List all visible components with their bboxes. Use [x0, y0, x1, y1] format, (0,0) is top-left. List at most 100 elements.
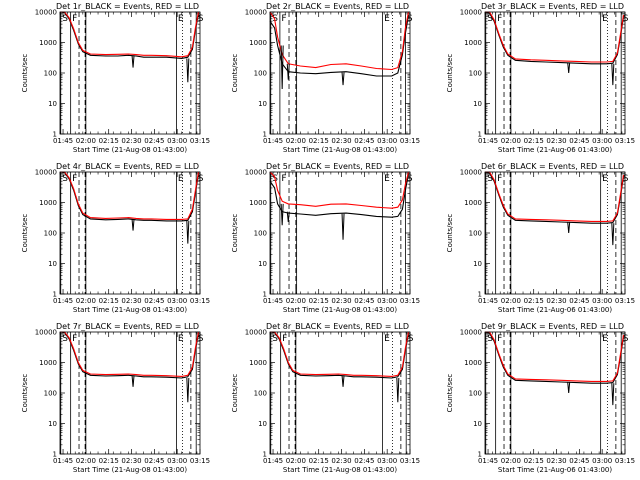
y-axis-label: Counts/sec [231, 374, 239, 413]
y-tick-label: 10000 [460, 329, 482, 337]
x-tick-label: 02:30 [121, 457, 141, 465]
x-tick-label: 01:45 [53, 457, 73, 465]
x-tick-label: 02:45 [354, 137, 374, 145]
marker-label: S [623, 334, 629, 344]
x-tick-label: 01:45 [263, 297, 283, 305]
x-tick-label: 03:00 [592, 297, 612, 305]
x-axis-label: Start Time (21-Aug-08 01:43:00) [73, 306, 187, 314]
y-minor-ticks [60, 333, 200, 446]
panel-title: Det 4r_BLACK = Events, RED = LLD [56, 162, 199, 171]
x-tick-label: 02:45 [569, 137, 589, 145]
marker-label: S [623, 174, 629, 184]
panel-title: Det 9r_BLACK = Events, RED = LLD [481, 322, 624, 331]
y-tick-label: 1 [263, 291, 267, 299]
marker-label: E [178, 174, 184, 184]
plot-frame [269, 331, 411, 455]
x-tick-label: 03:15 [400, 457, 420, 465]
marker-label: F [497, 14, 502, 24]
events-dip [280, 203, 284, 226]
x-tick-label: 03:15 [190, 297, 210, 305]
events-dip [286, 63, 290, 80]
x-axis-label: Start Time (21-Aug-08 01:43:00) [283, 306, 397, 314]
x-tick-label: 03:00 [377, 297, 397, 305]
plot-frame [484, 11, 626, 135]
panel-det-7: Det 7r_BLACK = Events, RED = LLD 1 10 100 10… [21, 322, 210, 474]
marker-label: S [198, 334, 204, 344]
marker-label: S [62, 14, 68, 24]
panel-det-5: Det 5r_BLACK = Events, RED = LLD 1 10 100 10… [231, 162, 420, 314]
y-tick-label: 10 [258, 100, 267, 108]
panel-title: Det 7r_BLACK = Events, RED = LLD [56, 322, 199, 331]
lld-series-line [485, 171, 625, 222]
x-tick-label: 02:15 [524, 297, 544, 305]
events-dip [186, 58, 190, 83]
plot-frame [269, 11, 411, 135]
x-axis-label: Start Time (21-Aug-06 01:43:00) [498, 466, 612, 474]
x-tick-label: 02:15 [524, 137, 544, 145]
x-axis-label: Start Time (21-Aug-06 01:43:00) [498, 306, 612, 314]
x-tick-label: 03:00 [167, 457, 187, 465]
y-tick-label: 1 [53, 291, 57, 299]
y-tick-label: 10 [48, 420, 57, 428]
marker-label: F [72, 174, 77, 184]
x-tick-label: 02:30 [331, 457, 351, 465]
lld-series-line [60, 331, 200, 377]
lld-series-line [269, 171, 410, 209]
panel-title: Det 1r_BLACK = Events, RED = LLD [56, 2, 199, 11]
y-tick-label: 10000 [460, 169, 482, 177]
y-axis-label: Counts/sec [446, 214, 454, 253]
events-dip [341, 213, 345, 240]
marker-label: E [602, 334, 608, 344]
events-dip [341, 375, 345, 387]
y-axis-label: Counts/sec [21, 374, 29, 413]
x-tick-label: 02:15 [99, 137, 119, 145]
x-tick-label: 03:15 [400, 297, 420, 305]
y-minor-ticks [60, 173, 200, 286]
marker-label: F [281, 14, 286, 24]
events-dip [611, 383, 615, 406]
marker-label: S [272, 334, 278, 344]
events-dip [131, 375, 135, 387]
marker-label: E [602, 174, 608, 184]
x-tick-label: 01:45 [53, 297, 73, 305]
x-tick-label: 02:45 [144, 457, 164, 465]
panel-det-1: Det 1r_BLACK = Events, RED = LLD 1 10 100 10… [21, 2, 210, 154]
x-tick-label: 03:00 [377, 137, 397, 145]
y-tick-label: 1000 [464, 199, 482, 207]
events-dip [396, 377, 400, 403]
x-tick-label: 02:45 [569, 297, 589, 305]
x-tick-label: 03:00 [377, 457, 397, 465]
events-dip [567, 381, 571, 394]
x-tick-label: 03:15 [615, 297, 635, 305]
lld-series-line [485, 331, 625, 382]
marker-label: F [282, 334, 287, 344]
y-minor-ticks [270, 333, 410, 446]
marker-label: S [62, 174, 68, 184]
y-tick-label: 100 [44, 70, 57, 78]
y-tick-label: 10000 [460, 9, 482, 17]
lld-series-line [485, 11, 625, 63]
y-tick-label: 1000 [464, 359, 482, 367]
y-tick-label: 1 [263, 451, 267, 459]
y-tick-label: 1000 [464, 39, 482, 47]
x-tick-label: 02:00 [286, 297, 306, 305]
x-tick-label: 03:00 [592, 457, 612, 465]
marker-label: F [72, 334, 77, 344]
x-tick-label: 02:15 [309, 137, 329, 145]
events-dip [186, 220, 190, 244]
panel-det-9: Det 9r_BLACK = Events, RED = LLD 1 10 100 10… [446, 322, 635, 474]
x-tick-label: 03:00 [167, 297, 187, 305]
events-dip [611, 223, 615, 246]
x-tick-label: 02:45 [144, 297, 164, 305]
panel-det-4: Det 4r_BLACK = Events, RED = LLD 1 10 100 10… [21, 162, 210, 314]
y-axis-label: Counts/sec [21, 214, 29, 253]
x-tick-label: 01:45 [478, 457, 498, 465]
marker-label: F [497, 334, 502, 344]
y-tick-label: 1 [478, 131, 482, 139]
y-tick-label: 10 [473, 100, 482, 108]
y-tick-label: 100 [44, 390, 57, 398]
y-tick-label: 10 [258, 260, 267, 268]
x-tick-label: 02:30 [331, 297, 351, 305]
plot-frame [59, 11, 201, 135]
plot-frame [59, 331, 201, 455]
